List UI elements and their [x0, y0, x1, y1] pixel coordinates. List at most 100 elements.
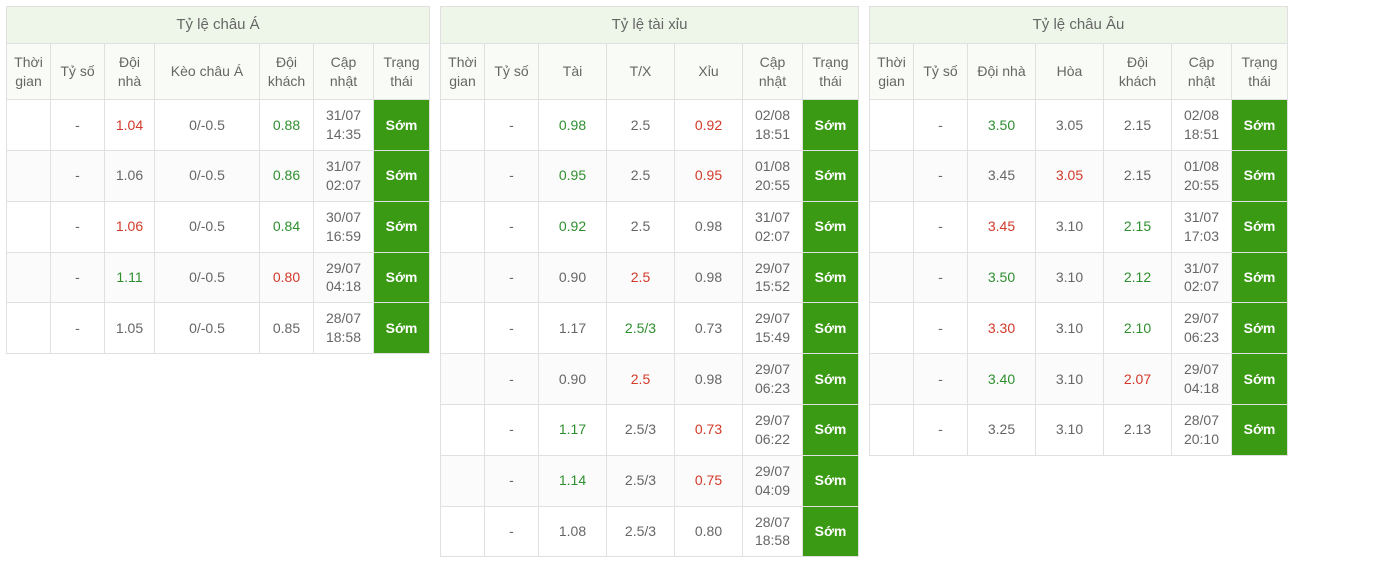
status-cell: Sớm	[803, 303, 859, 354]
col-header: Trạng thái	[803, 44, 859, 100]
mid-odds: 2.5	[607, 354, 675, 405]
status-cell: Sớm	[803, 506, 859, 557]
score-cell: -	[51, 201, 105, 252]
away-odds: 0.73	[675, 303, 743, 354]
mid-odds: 2.5	[607, 252, 675, 303]
col-header: Đội nhà	[105, 44, 155, 100]
status-cell: Sớm	[1232, 100, 1288, 151]
odds-table-2: Tỷ lệ châu ÂuThời gianTỷ sốĐội nhàHòaĐội…	[869, 6, 1288, 456]
table-row: -0.922.50.9831/0702:07Sớm	[441, 201, 859, 252]
status-cell: Sớm	[803, 354, 859, 405]
status-cell: Sớm	[374, 303, 430, 354]
time-cell	[870, 201, 914, 252]
away-odds: 0.88	[260, 100, 314, 151]
score-cell: -	[485, 506, 539, 557]
updated-cell: 01/0820:55	[743, 151, 803, 202]
status-cell: Sớm	[374, 151, 430, 202]
time-cell	[870, 354, 914, 405]
time-cell	[441, 151, 485, 202]
status-cell: Sớm	[803, 151, 859, 202]
col-header: Tỷ số	[485, 44, 539, 100]
mid-odds: 3.10	[1036, 303, 1104, 354]
col-header: Thời gian	[7, 44, 51, 100]
away-odds: 0.85	[260, 303, 314, 354]
home-odds: 1.05	[105, 303, 155, 354]
time-cell	[441, 354, 485, 405]
mid-odds: 2.5/3	[607, 455, 675, 506]
status-cell: Sớm	[374, 201, 430, 252]
col-header: Đội khách	[1104, 44, 1172, 100]
mid-odds: 3.10	[1036, 201, 1104, 252]
away-odds: 0.98	[675, 252, 743, 303]
odds-table-1: Tỷ lệ tài xỉuThời gianTỷ sốTàiT/XXỉuCập …	[440, 6, 859, 557]
status-cell: Sớm	[1232, 404, 1288, 455]
mid-odds: 0/-0.5	[155, 151, 260, 202]
table-row: -0.982.50.9202/0818:51Sớm	[441, 100, 859, 151]
table-title: Tỷ lệ tài xỉu	[441, 7, 859, 44]
mid-odds: 2.5	[607, 201, 675, 252]
updated-cell: 30/0716:59	[314, 201, 374, 252]
score-cell: -	[51, 252, 105, 303]
time-cell	[441, 404, 485, 455]
home-odds: 0.95	[539, 151, 607, 202]
table-title: Tỷ lệ châu Á	[7, 7, 430, 44]
home-odds: 1.06	[105, 151, 155, 202]
time-cell	[441, 455, 485, 506]
away-odds: 0.95	[675, 151, 743, 202]
time-cell	[441, 506, 485, 557]
updated-cell: 28/0718:58	[743, 506, 803, 557]
away-odds: 0.75	[675, 455, 743, 506]
home-odds: 0.90	[539, 252, 607, 303]
away-odds: 0.92	[675, 100, 743, 151]
status-cell: Sớm	[803, 252, 859, 303]
table-row: -1.060/-0.50.8430/0716:59Sớm	[7, 201, 430, 252]
home-odds: 1.17	[539, 404, 607, 455]
score-cell: -	[914, 252, 968, 303]
updated-cell: 01/0820:55	[1172, 151, 1232, 202]
col-header: Trạng thái	[374, 44, 430, 100]
away-odds: 0.86	[260, 151, 314, 202]
mid-odds: 2.5/3	[607, 303, 675, 354]
away-odds: 2.07	[1104, 354, 1172, 405]
col-header: Xỉu	[675, 44, 743, 100]
mid-odds: 2.5	[607, 151, 675, 202]
away-odds: 0.80	[260, 252, 314, 303]
time-cell	[870, 303, 914, 354]
table-row: -1.082.5/30.8028/0718:58Sớm	[441, 506, 859, 557]
status-cell: Sớm	[374, 100, 430, 151]
col-header: Cập nhật	[743, 44, 803, 100]
time-cell	[441, 252, 485, 303]
col-header: Kèo châu Á	[155, 44, 260, 100]
score-cell: -	[485, 303, 539, 354]
updated-cell: 31/0714:35	[314, 100, 374, 151]
status-cell: Sớm	[1232, 303, 1288, 354]
away-odds: 2.15	[1104, 151, 1172, 202]
away-odds: 2.13	[1104, 404, 1172, 455]
status-cell: Sớm	[803, 100, 859, 151]
mid-odds: 0/-0.5	[155, 100, 260, 151]
odds-panels: Tỷ lệ châu ÁThời gianTỷ sốĐội nhàKèo châ…	[6, 6, 1367, 557]
table-row: -3.503.052.1502/0818:51Sớm	[870, 100, 1288, 151]
score-cell: -	[914, 404, 968, 455]
score-cell: -	[51, 303, 105, 354]
updated-cell: 29/0706:22	[743, 404, 803, 455]
home-odds: 1.17	[539, 303, 607, 354]
col-header: Tài	[539, 44, 607, 100]
col-header: Đội nhà	[968, 44, 1036, 100]
time-cell	[7, 201, 51, 252]
time-cell	[441, 201, 485, 252]
score-cell: -	[914, 354, 968, 405]
home-odds: 0.98	[539, 100, 607, 151]
time-cell	[870, 252, 914, 303]
col-header: Cập nhật	[1172, 44, 1232, 100]
updated-cell: 28/0718:58	[314, 303, 374, 354]
updated-cell: 29/0715:49	[743, 303, 803, 354]
table-row: -1.142.5/30.7529/0704:09Sớm	[441, 455, 859, 506]
updated-cell: 02/0818:51	[743, 100, 803, 151]
away-odds: 0.73	[675, 404, 743, 455]
home-odds: 3.45	[968, 201, 1036, 252]
updated-cell: 31/0717:03	[1172, 201, 1232, 252]
mid-odds: 2.5	[607, 100, 675, 151]
status-cell: Sớm	[1232, 354, 1288, 405]
table-row: -1.040/-0.50.8831/0714:35Sớm	[7, 100, 430, 151]
